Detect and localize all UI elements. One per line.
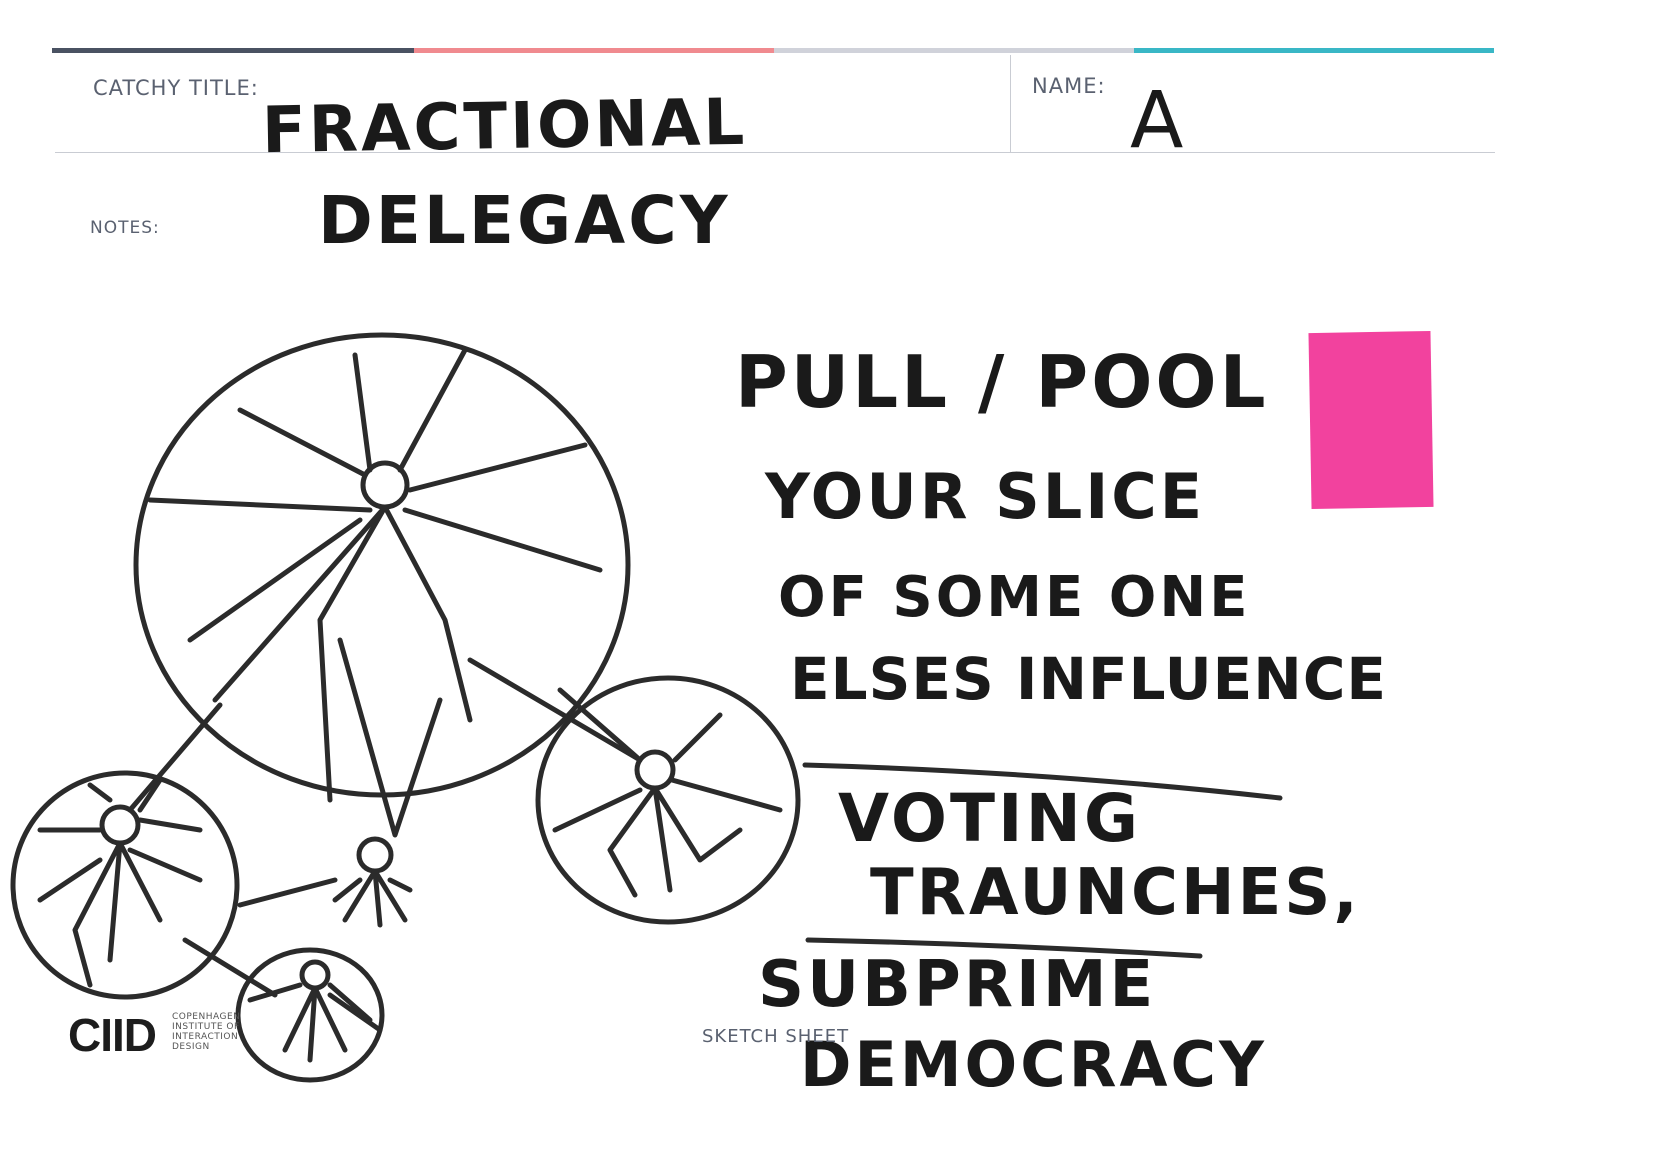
header-bar-segment-2 (414, 48, 774, 53)
handwritten-title-line-2: DELEGACY (318, 182, 731, 259)
sketch-sheet-label: SKETCH SHEET (702, 1026, 850, 1047)
catchy-title-label: CATCHY TITLE: (93, 76, 259, 100)
name-label: NAME: (1032, 74, 1106, 98)
header-divider (55, 152, 1495, 153)
ciid-logo: CIID (68, 1009, 157, 1061)
logo-subtitle-4: DESIGN (172, 1042, 210, 1052)
pink-sticky-note (1308, 330, 1434, 510)
logo-subtitle-2: INSTITUTE OF (172, 1022, 240, 1032)
handwritten-note-line-5: VOTING (838, 780, 1142, 857)
handwritten-note-line-8: DEMOCRACY (800, 1028, 1267, 1101)
header-bar-segment-3 (774, 48, 1134, 53)
handwritten-note-line-3: OF SOME ONE (778, 565, 1251, 630)
header-bar-segment-4 (1134, 48, 1494, 53)
logo-subtitle-3: INTERACTION (172, 1032, 239, 1042)
header-bar-segment-1 (52, 48, 414, 53)
notes-label: NOTES: (90, 218, 160, 238)
handwritten-note-line-4: ELSES INFLUENCE (790, 645, 1388, 713)
handwritten-note-line-7: SUBPRIME (758, 948, 1157, 1022)
logo-subtitle-1: COPENHAGEN (172, 1012, 241, 1022)
handwritten-note-line-1: PULL / POOL (735, 340, 1269, 424)
handwritten-note-line-2: YOUR SLICE (765, 460, 1206, 533)
name-divider (1010, 55, 1011, 153)
handwritten-note-line-6: TRAUNCHES, (870, 856, 1361, 930)
handwritten-name: A (1130, 76, 1187, 166)
